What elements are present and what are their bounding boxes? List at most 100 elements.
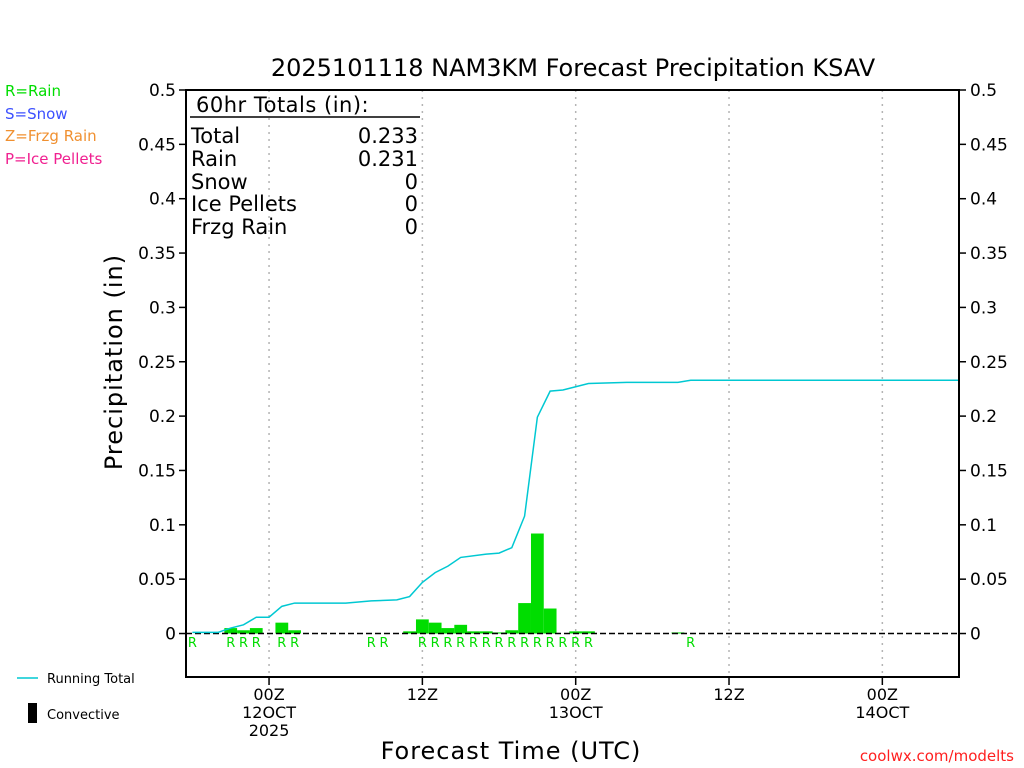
- y-tick-label-left: 0.3: [149, 298, 176, 318]
- totals-value-frzg-rain: 0: [405, 215, 418, 239]
- precip-bar: [569, 631, 583, 634]
- precip-bar: [275, 622, 289, 634]
- precip-bar: [415, 619, 429, 634]
- ptype-label: R: [533, 636, 542, 651]
- running-total-line: [192, 379, 959, 634]
- x-axis-label: Forecast Time (UTC): [381, 737, 642, 765]
- precip-bar: [441, 628, 455, 634]
- totals-value-total: 0.233: [358, 124, 418, 148]
- y-tick-label-right: 0.4: [970, 190, 997, 210]
- ptype-label: R: [188, 636, 197, 651]
- precip-bar: [492, 632, 506, 634]
- ptype-label: R: [546, 636, 555, 651]
- y-tick-label-right: 0.3: [970, 298, 997, 318]
- precip-bar: [224, 628, 238, 634]
- ptype-label: R: [558, 636, 567, 651]
- y-tick-label-right: 0.15: [970, 461, 1008, 481]
- legend-frzg-rain: Z=Frzg Rain: [5, 127, 97, 145]
- totals-label-rain: Rain: [191, 147, 237, 171]
- precip-bar: [249, 628, 263, 634]
- x-tick-label: 2025: [249, 721, 290, 740]
- legend-rain: R=Rain: [5, 82, 61, 100]
- totals-label-total: Total: [190, 124, 240, 148]
- x-tick-label: 00Z: [867, 685, 898, 704]
- ptype-label: R: [277, 636, 286, 651]
- x-tick-label: 00Z: [253, 685, 284, 704]
- y-tick-label-left: 0.1: [149, 516, 176, 536]
- y-ticks: 0 00.05 0.050.1 0.10.15 0.150.2 0.20.25 0.250.…: [138, 81, 1008, 645]
- precip-bar: [530, 533, 544, 634]
- y-tick-label-left: 0.4: [149, 190, 176, 210]
- ptype-label: R: [469, 636, 478, 651]
- y-tick-label-right: 0: [970, 625, 981, 645]
- y-tick-label-left: 0.25: [138, 353, 176, 373]
- x-tick-label: 00Z: [560, 685, 591, 704]
- x-tick-label: 14OCT: [855, 703, 909, 722]
- precip-bar: [543, 608, 557, 634]
- y-axis-label: Precipitation (in): [100, 254, 128, 470]
- totals-label-frzg-rain: Frzg Rain: [191, 215, 287, 239]
- convective-legend-swatch: [28, 703, 37, 723]
- y-tick-label-left: 0: [165, 625, 176, 645]
- precip-bar: [403, 631, 416, 634]
- precip-bar: [518, 603, 531, 634]
- totals-box: 60hr Totals (in): Total 0.233 Rain 0.231…: [190, 93, 420, 239]
- ptype-label: R: [482, 636, 491, 651]
- precip-bar: [467, 631, 480, 634]
- totals-label-snow: Snow: [191, 170, 248, 194]
- precip-bar: [479, 631, 493, 634]
- precip-bar: [428, 622, 442, 634]
- y-tick-label-left: 0.15: [138, 461, 176, 481]
- y-tick-label-left: 0.05: [138, 570, 176, 590]
- precip-bar: [237, 630, 250, 634]
- y-tick-label-right: 0.35: [970, 244, 1008, 264]
- legend-ice-pellets: P=Ice Pellets: [5, 150, 102, 168]
- precip-bar: [505, 630, 519, 634]
- running-total-line-group: [192, 379, 959, 634]
- x-tick-label: 13OCT: [549, 703, 603, 722]
- ptype-label: R: [456, 636, 465, 651]
- y-tick-label-right: 0.5: [970, 81, 997, 101]
- y-tick-label-right: 0.45: [970, 135, 1008, 155]
- totals-title: 60hr Totals (in):: [196, 93, 369, 117]
- gridlines: [268, 90, 884, 677]
- plot-frame: [185, 89, 960, 678]
- ptype-label: R: [686, 636, 695, 651]
- y-tick-label-left: 0.45: [138, 135, 176, 155]
- ptype-label: R: [520, 636, 529, 651]
- totals-value-ice-pellets: 0: [405, 192, 418, 216]
- y-tick-label-right: 0.1: [970, 516, 997, 536]
- precip-bar: [454, 624, 468, 634]
- ptype-label: R: [431, 636, 440, 651]
- x-tick-label: 12Z: [713, 685, 744, 704]
- y-tick-label-left: 0.5: [149, 81, 176, 101]
- precip-bar: [288, 630, 301, 634]
- ptype-label: R: [226, 636, 235, 651]
- ptype-label: R: [507, 636, 516, 651]
- totals-value-rain: 0.231: [358, 147, 418, 171]
- running-total-legend-label: Running Total: [47, 672, 135, 687]
- precip-bars: [224, 533, 685, 634]
- ptype-label: R: [380, 636, 389, 651]
- y-tick-label-right: 0.05: [970, 570, 1008, 590]
- ptype-label: R: [418, 636, 427, 651]
- ptype-label: R: [252, 636, 261, 651]
- credit-text: coolwx.com/modelts: [860, 747, 1014, 765]
- ptype-label: R: [367, 636, 376, 651]
- ptype-label: R: [495, 636, 504, 651]
- precip-bar: [582, 631, 595, 634]
- ptype-label: R: [290, 636, 299, 651]
- totals-value-snow: 0: [405, 170, 418, 194]
- ptype-label: R: [443, 636, 452, 651]
- y-tick-label-right: 0.25: [970, 353, 1008, 373]
- x-tick-label: 12Z: [407, 685, 438, 704]
- ptype-label: R: [571, 636, 580, 651]
- totals-label-ice-pellets: Ice Pellets: [191, 192, 297, 216]
- x-tick-label: 12OCT: [242, 703, 296, 722]
- ptype-label: R: [239, 636, 248, 651]
- y-tick-label-right: 0.2: [970, 407, 997, 427]
- y-tick-label-left: 0.2: [149, 407, 176, 427]
- convective-legend-label: Convective: [47, 708, 120, 723]
